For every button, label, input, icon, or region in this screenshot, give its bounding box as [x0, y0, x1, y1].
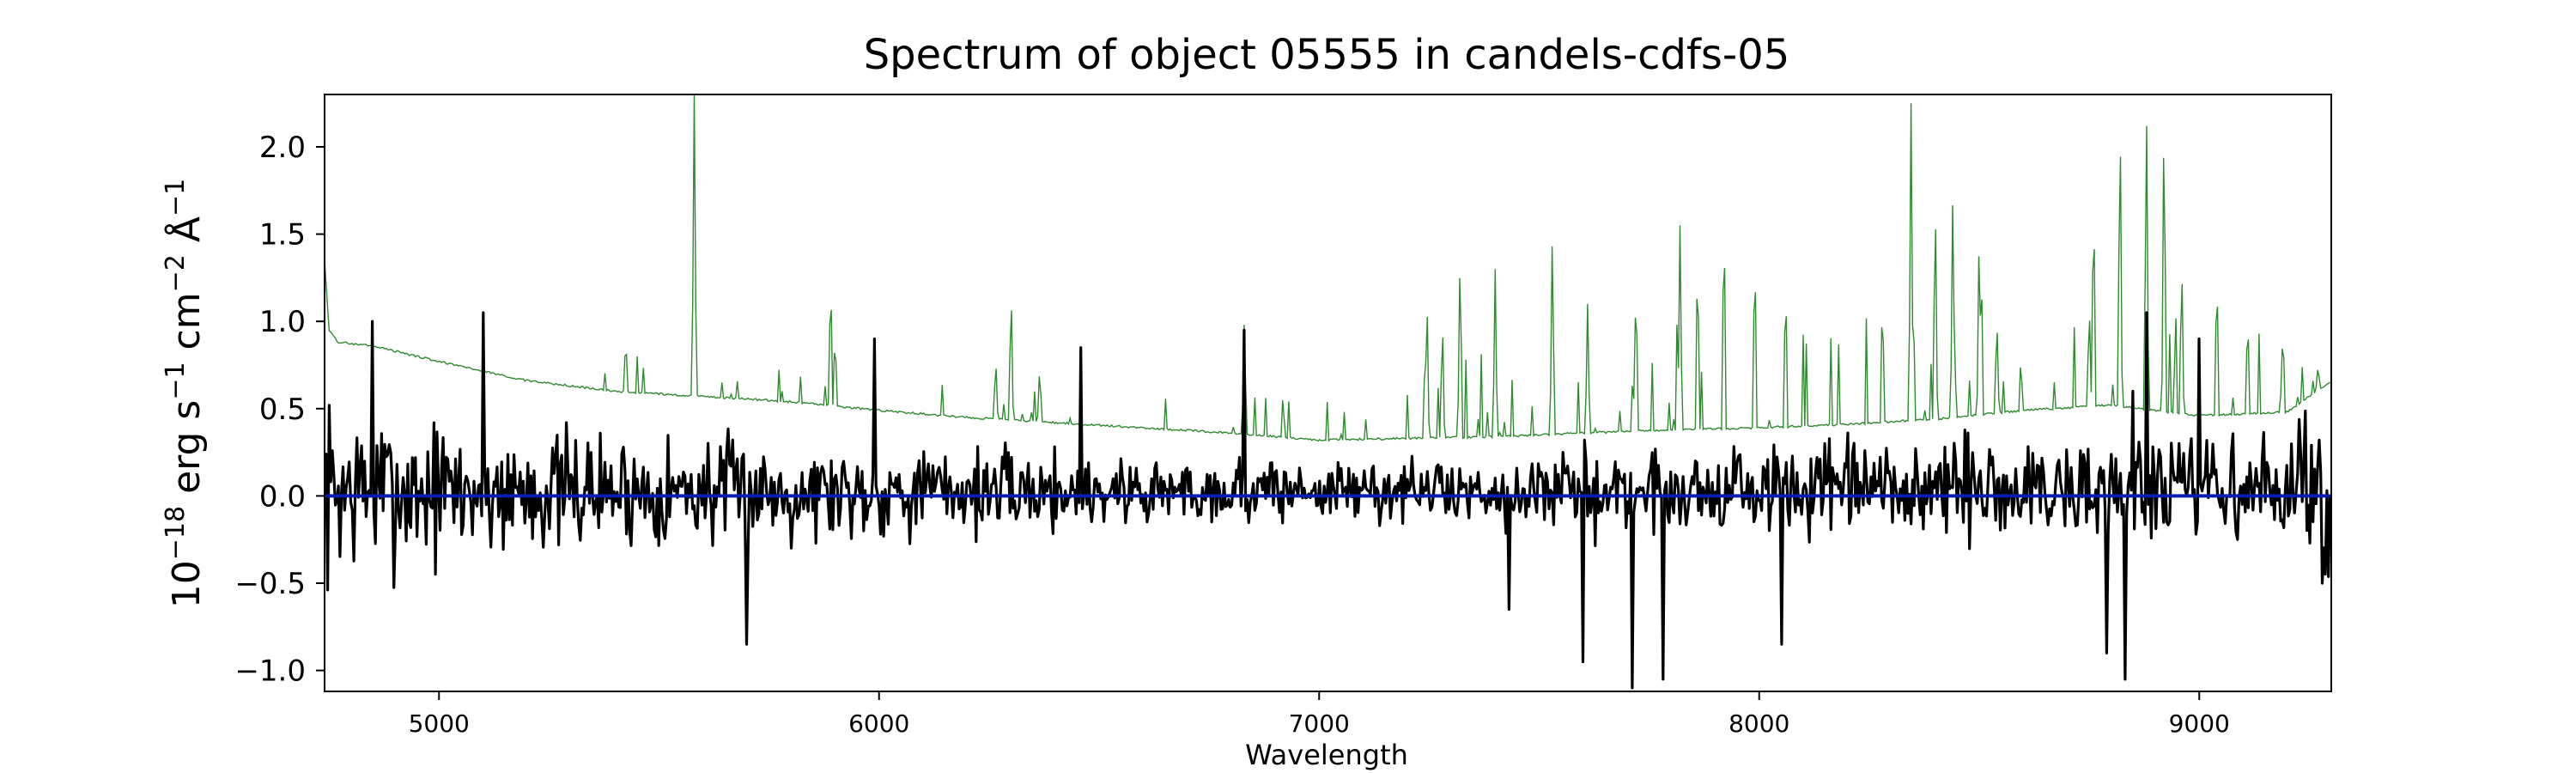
y-tick-label: 0.5	[259, 393, 306, 427]
x-tick-label: 9000	[2169, 709, 2230, 738]
x-tick-label: 8000	[1728, 709, 1789, 738]
series-layer	[325, 94, 2331, 690]
y-tick-label: 2.0	[259, 131, 306, 165]
y-tick-label: −1.0	[234, 654, 306, 689]
y-axis-label: 10−18 erg s−1 cm−2 Å−1	[161, 179, 209, 608]
x-axis-label: Wavelength	[1245, 739, 1408, 771]
x-tick-label: 6000	[848, 709, 909, 738]
y-tick-label: 1.0	[259, 305, 306, 339]
plot-frame	[325, 94, 2331, 691]
y-tick-label: 1.5	[259, 218, 306, 253]
plot-border	[324, 94, 2332, 692]
y-tick-label: −0.5	[234, 567, 306, 601]
y-tick-label: 0.0	[259, 479, 306, 514]
chart-title: Spectrum of object 05555 in candels-cdfs…	[864, 31, 1790, 79]
x-tick-label: 7000	[1289, 709, 1350, 738]
flux-spectrum-line	[325, 311, 2331, 690]
error-spectrum-line	[325, 94, 2330, 442]
x-axis: 5000 6000 7000 8000 9000	[409, 691, 2230, 738]
plot-area	[324, 94, 2332, 692]
y-axis: −1.0 −0.5 0.0 0.5 1.0 1.5 2.0	[234, 131, 325, 689]
x-tick-label: 5000	[409, 709, 470, 738]
